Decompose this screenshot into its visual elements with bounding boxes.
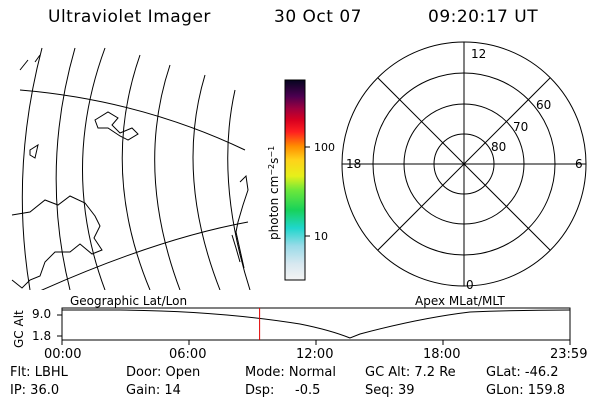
altitude-plot-frame (61, 307, 571, 341)
mlat-label-60: 60 (536, 98, 552, 112)
coastline (231, 234, 241, 263)
gain-readout: Gain: 14 (126, 383, 181, 398)
ip-readout: IP: 36.0 (10, 383, 60, 398)
dsp-label: Dsp: (245, 383, 275, 398)
app-title: Ultraviolet Imager (48, 7, 211, 27)
color-bar-gradient (284, 79, 306, 281)
meridian-arc (227, 89, 251, 290)
map-boundary-bottom (40, 221, 249, 290)
coastline (29, 143, 39, 159)
mode-readout: Mode: Normal (245, 365, 336, 380)
time-readout: 09:20:17 UT (428, 7, 539, 27)
altitude-curve (62, 309, 571, 339)
meridian-arc (82, 47, 106, 290)
coastline (11, 195, 103, 289)
time-tick-1800: 18:00 (423, 347, 461, 362)
time-tick-0600: 06:00 (169, 347, 207, 362)
gc-alt-ylabel: GC Alt (12, 310, 26, 348)
geographic-label: Geographic Lat/Lon (70, 294, 188, 308)
apex-label: Apex MLat/MLT (415, 294, 505, 308)
time-tick-1200: 12:00 (296, 347, 334, 362)
seq-readout: Seq: 39 (365, 383, 415, 398)
coastline (235, 174, 249, 269)
coastline (94, 111, 139, 141)
color-bar-tick-10: 10 (314, 230, 328, 243)
mlt-label-0: 0 (466, 278, 474, 292)
door-readout: Door: Open (126, 365, 201, 380)
meridian-arc (55, 47, 76, 290)
color-bar-tick-100: 100 (314, 141, 335, 154)
mlt-label-18: 18 (346, 157, 362, 171)
meridian-arc (154, 64, 181, 290)
mlt-label-6: 6 (575, 157, 583, 171)
gc-alt-tick-high: 9.0 (32, 307, 52, 321)
date-readout: 30 Oct 07 (274, 7, 362, 27)
meridian-arc (121, 54, 151, 290)
gc-alt-readout: GC Alt: 7.2 Re (365, 365, 456, 380)
mlat-label-70: 70 (513, 120, 529, 134)
mlt-label-12: 12 (471, 47, 487, 61)
meridian-arc (192, 74, 221, 290)
glon-readout: GLon: 159.8 (486, 383, 566, 398)
glat-readout: GLat: -46.2 (486, 365, 559, 380)
map-boundary-top (19, 89, 246, 151)
mlat-label-80: 80 (491, 140, 507, 154)
filter-readout: Flt: LBHL (10, 365, 68, 380)
time-tick-0000: 00:00 (44, 347, 82, 362)
time-tick-2359: 23:59 (550, 347, 588, 362)
coastline (19, 54, 41, 71)
dsp-value: -0.5 (295, 383, 321, 398)
meridian-arc (21, 47, 43, 290)
gc-alt-tick-low: 1.8 (32, 329, 52, 343)
